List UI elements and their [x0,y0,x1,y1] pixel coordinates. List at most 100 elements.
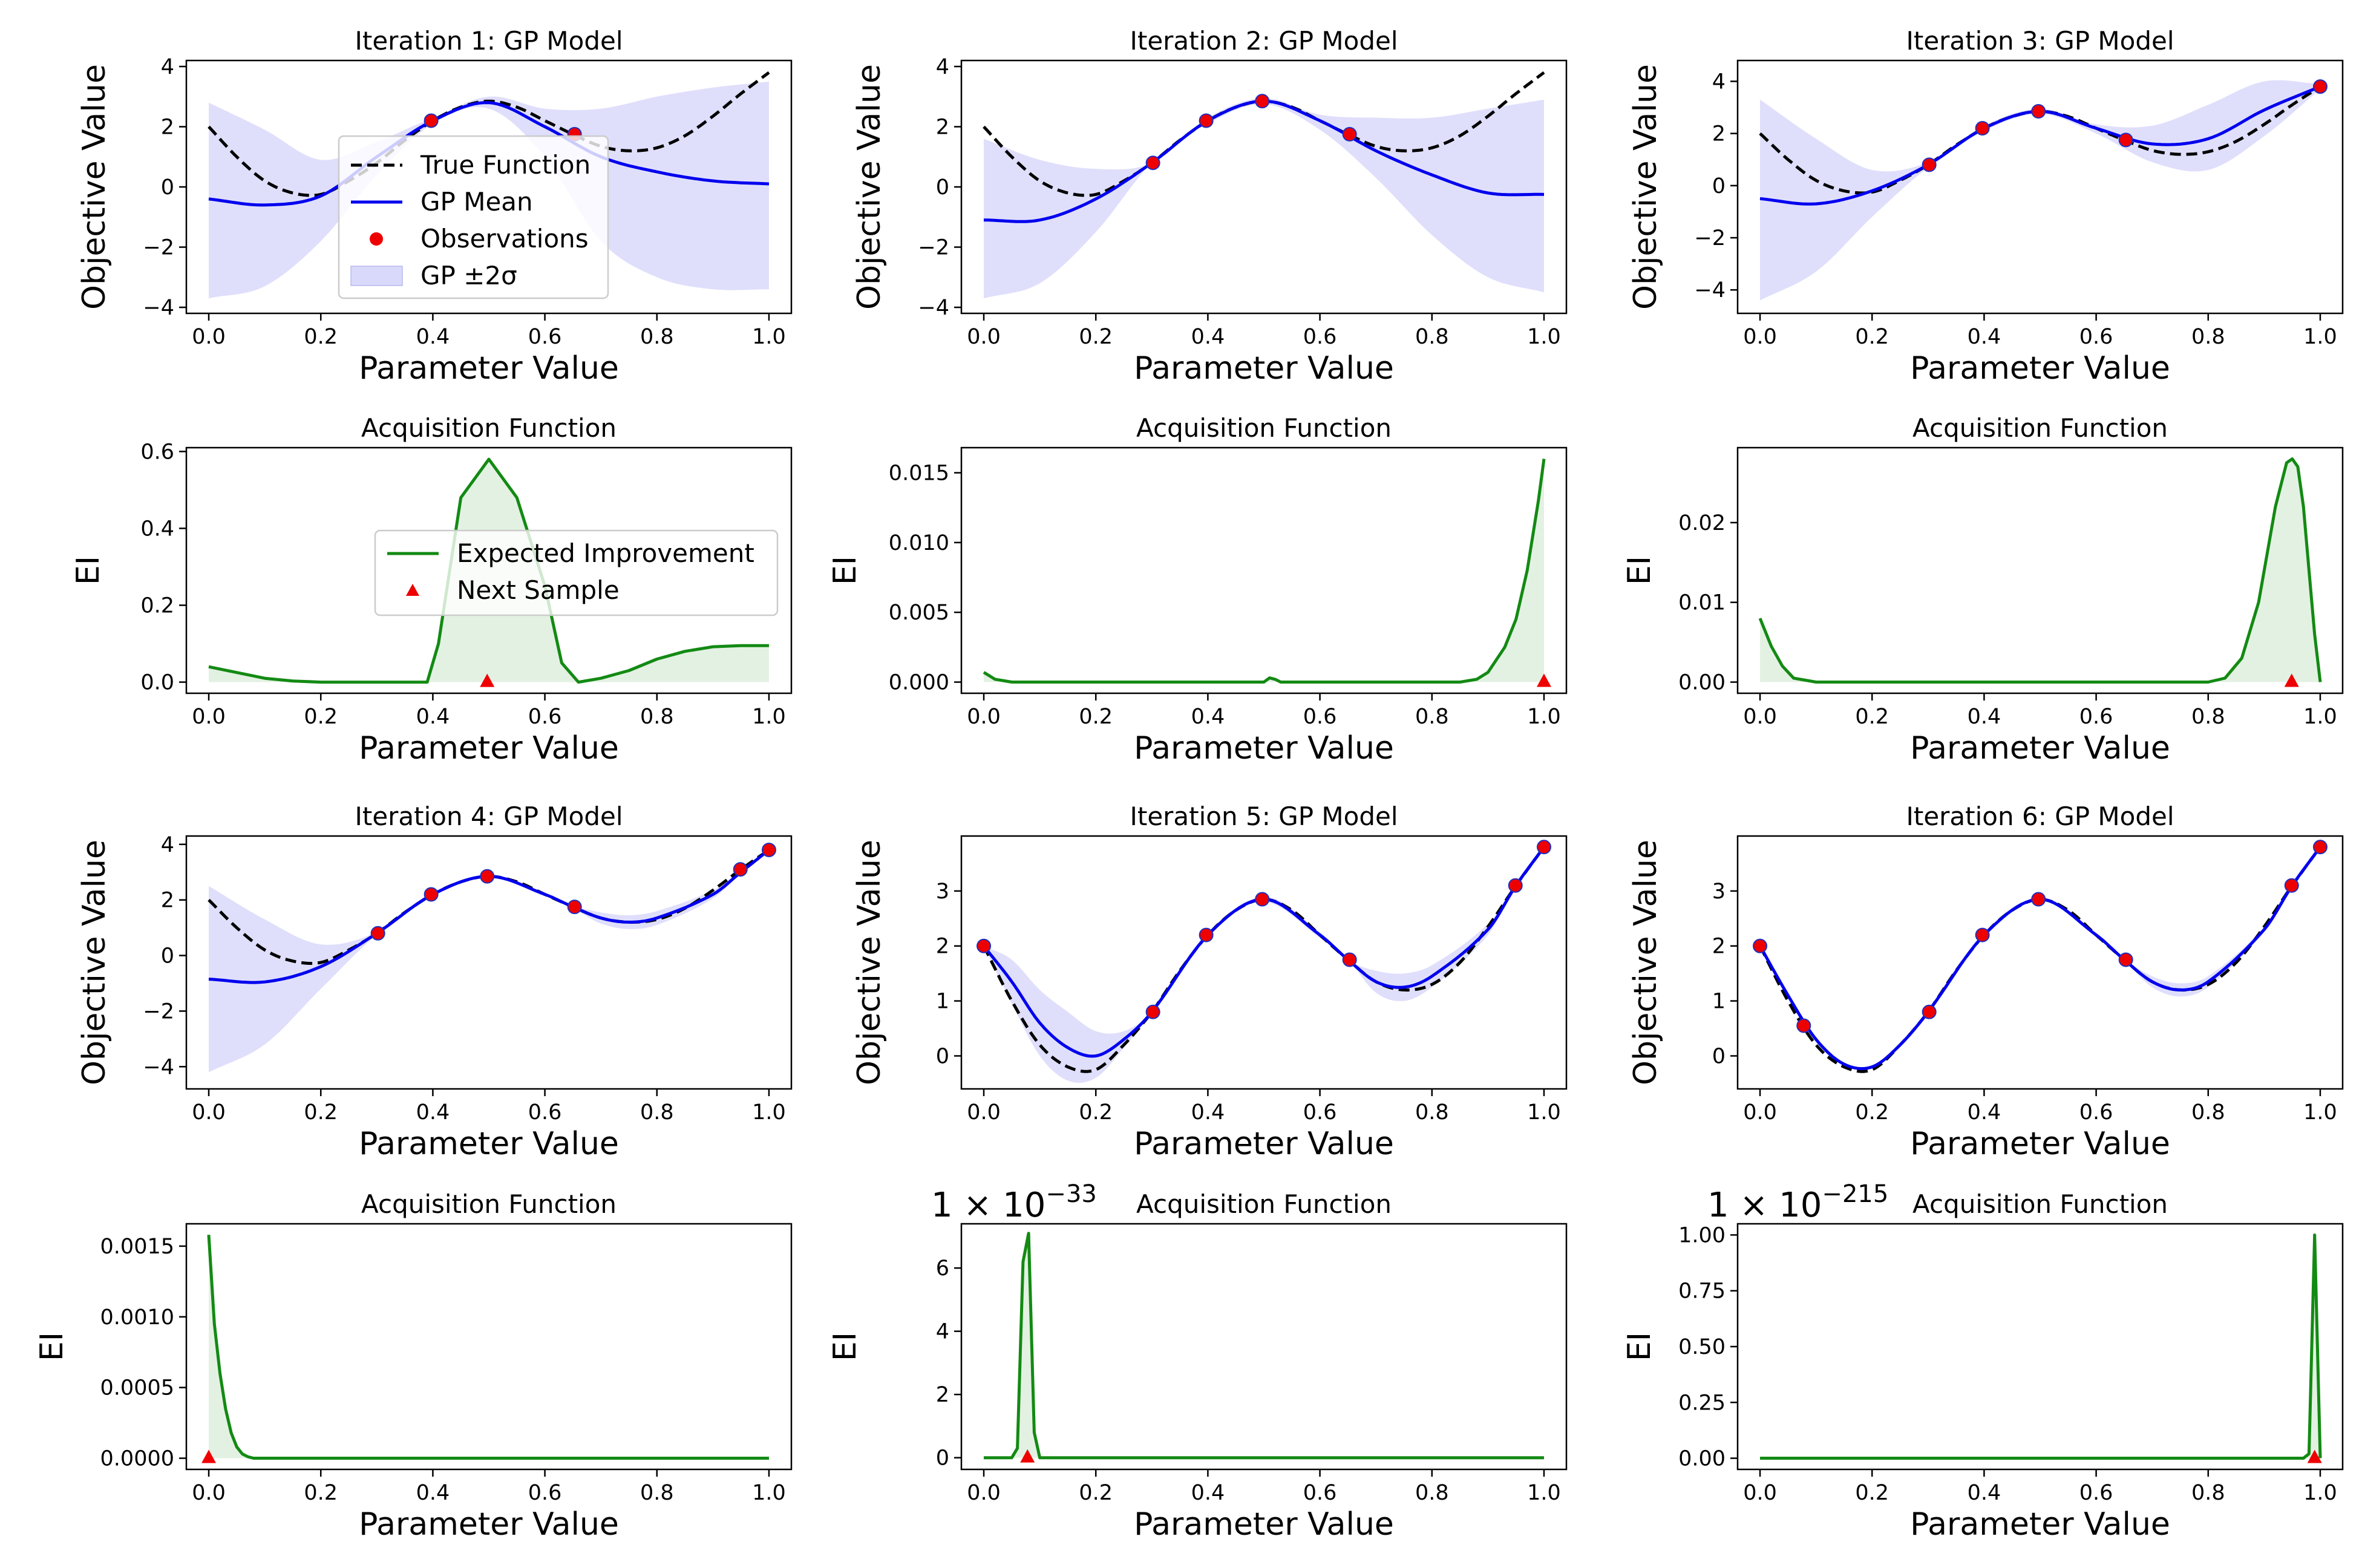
y-tick-label: −4 [143,1055,174,1079]
y-tick-label: 4 [161,55,174,79]
y-tick-label: 0.25 [1678,1391,1726,1415]
subplot-10: 0.0 0.2 0.4 0.6 0.8 1.0 0.0000 0.0005 0.0010 0.00… [34,1189,793,1543]
y-axis-label: Objective Value [851,64,888,310]
gp-mean-line [1758,846,2321,1070]
ei-fill-area [1760,1235,2320,1459]
gp-legend: True Function GP Mean Observations GP ±2σ [338,135,609,299]
observation-point [977,938,992,953]
y-tick-label: 0 [936,175,949,200]
ei-line [983,459,1546,684]
observation-point [1922,157,1937,172]
x-axis-label: Parameter Value [1910,1506,2170,1543]
gp-confidence-band [209,848,769,1073]
x-tick-label: 0.4 [1191,705,1225,729]
y-tick-label: 0.0015 [100,1235,174,1259]
y-axis-label: Objective Value [851,840,888,1085]
y-tick-label: −2 [143,236,174,260]
y-tick-label: 2 [936,935,949,959]
subplot-title: Acquisition Function [1136,413,1392,443]
x-tick-label: 0.6 [2079,325,2113,349]
ei-line [1760,1233,2322,1460]
subplot-title: Acquisition Function [1912,1189,2168,1219]
y-axis-label: EI [1621,556,1658,585]
y-axis-label: Objective Value [1628,840,1664,1085]
x-tick-label: 1.0 [752,1481,786,1505]
y-tick-label: 0.75 [1678,1279,1726,1304]
x-tick-label: 0.0 [967,1481,1001,1505]
gp-confidence-band [209,81,769,299]
observation-point [1199,927,1214,942]
x-tick-label: 0.6 [528,1481,562,1505]
observation-point [480,869,495,884]
subplot-title: Iteration 4: GP Model [355,802,623,831]
x-tick-label: 0.2 [304,325,338,349]
x-tick-label: 0.8 [640,1481,674,1505]
x-axis-label: Parameter Value [1134,1506,1394,1543]
observation-point [1796,1018,1811,1033]
y-axis-label: EI [34,1332,70,1361]
x-tick-label: 0.2 [304,705,338,729]
subplot-4: 0.0 0.2 0.4 0.6 0.8 1.0 0.0 0.2 0.4 0.6 Acquisitio… [70,413,793,766]
x-axis-label: Parameter Value [1910,350,2170,387]
y-tick-label: 0 [936,1446,949,1471]
x-tick-label: 0.0 [1743,705,1777,729]
next-sample-marker [2284,673,2299,687]
next-sample-marker [480,673,495,687]
y-tick-label: 4 [936,55,949,79]
observation-point [2118,952,2133,967]
y-tick-label: 0 [1712,174,1726,198]
subplot-2: 0.0 0.2 0.4 0.6 0.8 1.0 −4 −2 0 2 4 Iteration 2: GP… [851,26,1568,387]
x-tick-label: 0.0 [192,325,226,349]
x-tick-label: 0.0 [1743,1481,1777,1505]
subplot-5: 0.0 0.2 0.4 0.6 0.8 1.0 0.000 0.005 0.010 0.015 Ac… [827,413,1568,766]
y-axis-label: EI [70,556,106,585]
axes-frame [185,835,793,1090]
y-tick-label: −4 [143,296,174,320]
observation-point [2031,104,2046,119]
x-tick-label: 1.0 [1527,1100,1561,1125]
subplot-title: Iteration 2: GP Model [1130,26,1398,56]
legend-true-function: True Function [420,150,590,180]
axis-offset-label: 1 × 10−33 [931,1180,1097,1225]
y-tick-label: 0 [161,944,174,969]
next-sample-marker [1020,1449,1035,1463]
y-tick-label: 6 [936,1256,949,1281]
y-tick-label: 3 [936,880,949,904]
x-tick-label: 0.4 [1968,705,2001,729]
ei-fill-area [1760,459,2320,682]
observation-point [733,862,748,877]
observation-point [1975,121,1990,136]
x-tick-label: 0.2 [1079,1481,1113,1505]
x-tick-label: 0.2 [1079,325,1113,349]
x-tick-label: 1.0 [2303,1100,2337,1125]
ei-line [984,1232,1544,1460]
x-tick-label: 0.8 [1415,1100,1449,1125]
subplot-6: 0.0 0.2 0.4 0.6 0.8 1.0 0.00 0.01 0.02 Acquisitio… [1621,413,2344,766]
observation-point [1145,155,1160,171]
y-tick-label: 0.02 [1678,511,1726,535]
y-tick-label: −2 [143,999,174,1024]
ei-line [208,457,769,684]
subplot-title: Iteration 6: GP Model [1906,802,2174,831]
legend-observations: Observations [420,224,589,253]
gp-confidence-band [1760,80,2320,301]
x-axis-label: Parameter Value [359,730,619,766]
x-tick-label: 0.0 [967,325,1001,349]
y-tick-label: 0 [936,1044,949,1068]
legend-gp-band: GP ±2σ [420,261,517,290]
x-tick-label: 0.6 [2079,705,2113,729]
x-tick-label: 0.8 [1415,325,1449,349]
y-tick-label: 0.2 [140,594,174,618]
x-tick-label: 1.0 [2303,325,2337,349]
observation-point [1145,1004,1160,1019]
x-tick-label: 0.8 [640,705,674,729]
x-tick-label: 0.2 [1855,325,1889,349]
observation-point [370,926,385,941]
observation-point [1255,892,1270,907]
subplot-12: 0.0 0.2 0.4 0.6 0.8 1.0 0.00 0.25 0.50 0.75 1.00 Ac… [1621,1180,2344,1543]
true-function-line [1758,846,2322,1073]
y-tick-label: 0 [1712,1044,1726,1068]
ei-fill-area [984,459,1544,682]
y-tick-label: 0.0 [140,671,174,695]
y-tick-label: 0.00 [1678,1447,1726,1471]
